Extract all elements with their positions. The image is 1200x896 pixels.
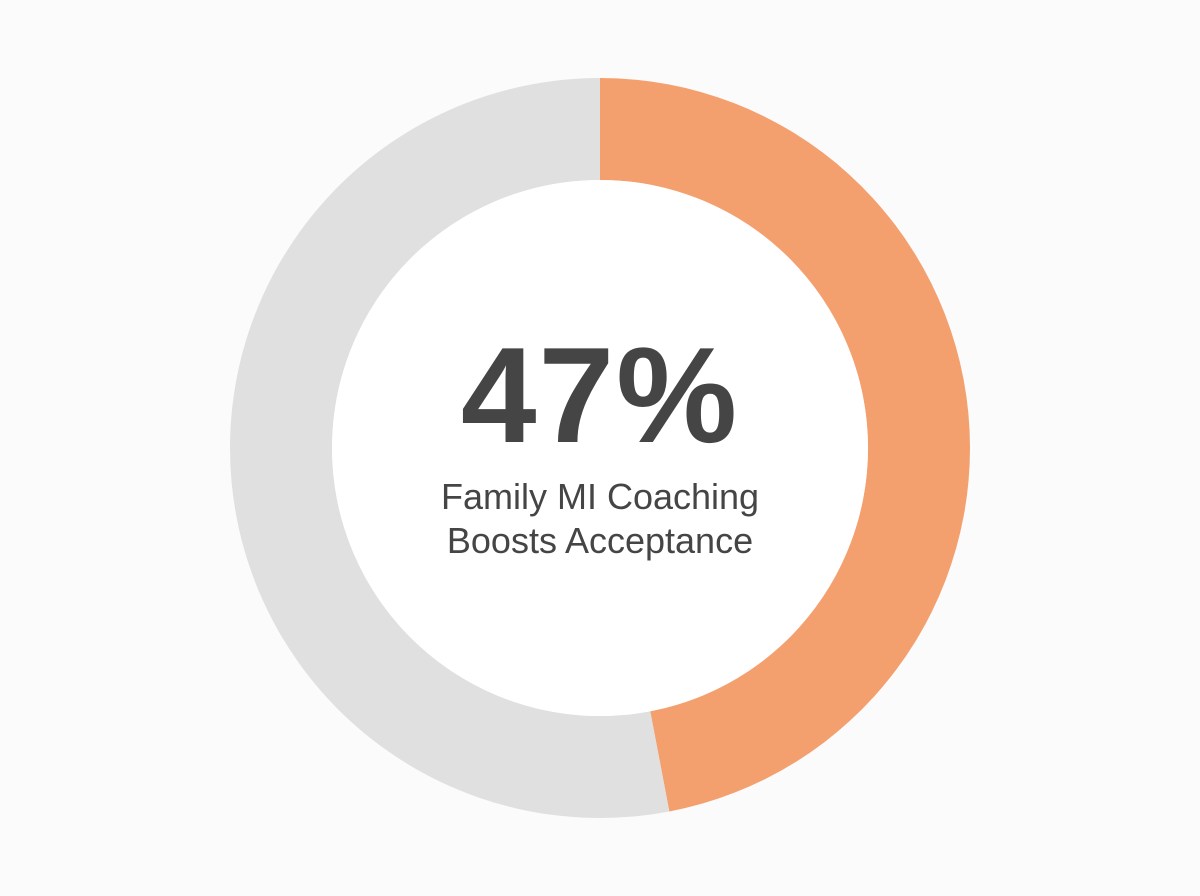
donut-slice-remainder xyxy=(230,78,670,818)
chart-label-line-2: Boosts Acceptance xyxy=(446,520,754,561)
center-percentage: 47% xyxy=(460,319,740,471)
chart-label-line-1: Family MI Coaching xyxy=(440,476,760,517)
donut-slice-acceptance xyxy=(600,78,971,812)
donut-hole xyxy=(332,180,868,716)
